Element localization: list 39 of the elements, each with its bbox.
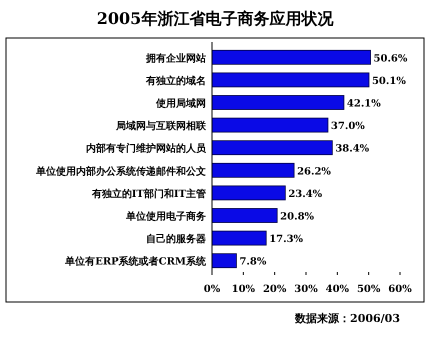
bar xyxy=(212,95,344,110)
data-label: 50.6% xyxy=(374,53,408,64)
source-note: 数据来源：2006/03 xyxy=(294,312,400,325)
data-label: 17.3% xyxy=(269,234,304,246)
bar xyxy=(212,72,370,88)
y-tick-label: 局域网与互联网相联 xyxy=(115,120,207,132)
y-tick-label: 有独立的IT部门和IT主管 xyxy=(90,188,206,200)
x-tick-label: 30% xyxy=(294,284,318,295)
y-tick-label: 自己的服务器 xyxy=(146,233,206,246)
chart-title: 2005年浙江省电子商务应用状况 xyxy=(96,9,334,28)
data-label: 38.4% xyxy=(335,144,370,155)
bar xyxy=(212,185,286,200)
bar xyxy=(212,140,333,156)
bar xyxy=(212,230,267,246)
x-tick-label: 50% xyxy=(356,284,381,295)
data-label: 50.1% xyxy=(372,76,406,87)
data-label: 7.8% xyxy=(239,256,267,268)
y-tick-label: 有独立的域名 xyxy=(145,74,206,87)
bar xyxy=(212,118,328,133)
bar xyxy=(212,50,371,65)
data-label: 37.0% xyxy=(330,121,366,132)
x-tick-label: 60% xyxy=(388,284,412,295)
y-tick-label: 单位使用内部办公系统传递邮件和公文 xyxy=(35,165,206,178)
x-tick-label: 10% xyxy=(232,284,256,295)
data-label: 42.1% xyxy=(346,98,382,110)
data-label: 26.2% xyxy=(297,166,332,178)
data-label: 23.4% xyxy=(288,188,323,200)
bar xyxy=(212,253,237,268)
y-tick-label: 单位使用电子商务 xyxy=(125,210,206,222)
y-tick-label: 内部有专门维护网站的人员 xyxy=(86,142,207,155)
data-label: 20.8% xyxy=(280,212,315,222)
y-tick-label: 拥有企业网站 xyxy=(145,52,206,64)
bar xyxy=(212,208,278,223)
y-tick-label: 单位有ERP系统或者CRM系统 xyxy=(64,256,207,268)
x-tick-label: 0% xyxy=(204,284,221,295)
bar xyxy=(212,162,294,178)
x-tick-label: 20% xyxy=(262,284,287,295)
x-tick-label: 40% xyxy=(326,284,350,295)
y-tick-label: 使用局域网 xyxy=(155,98,206,110)
